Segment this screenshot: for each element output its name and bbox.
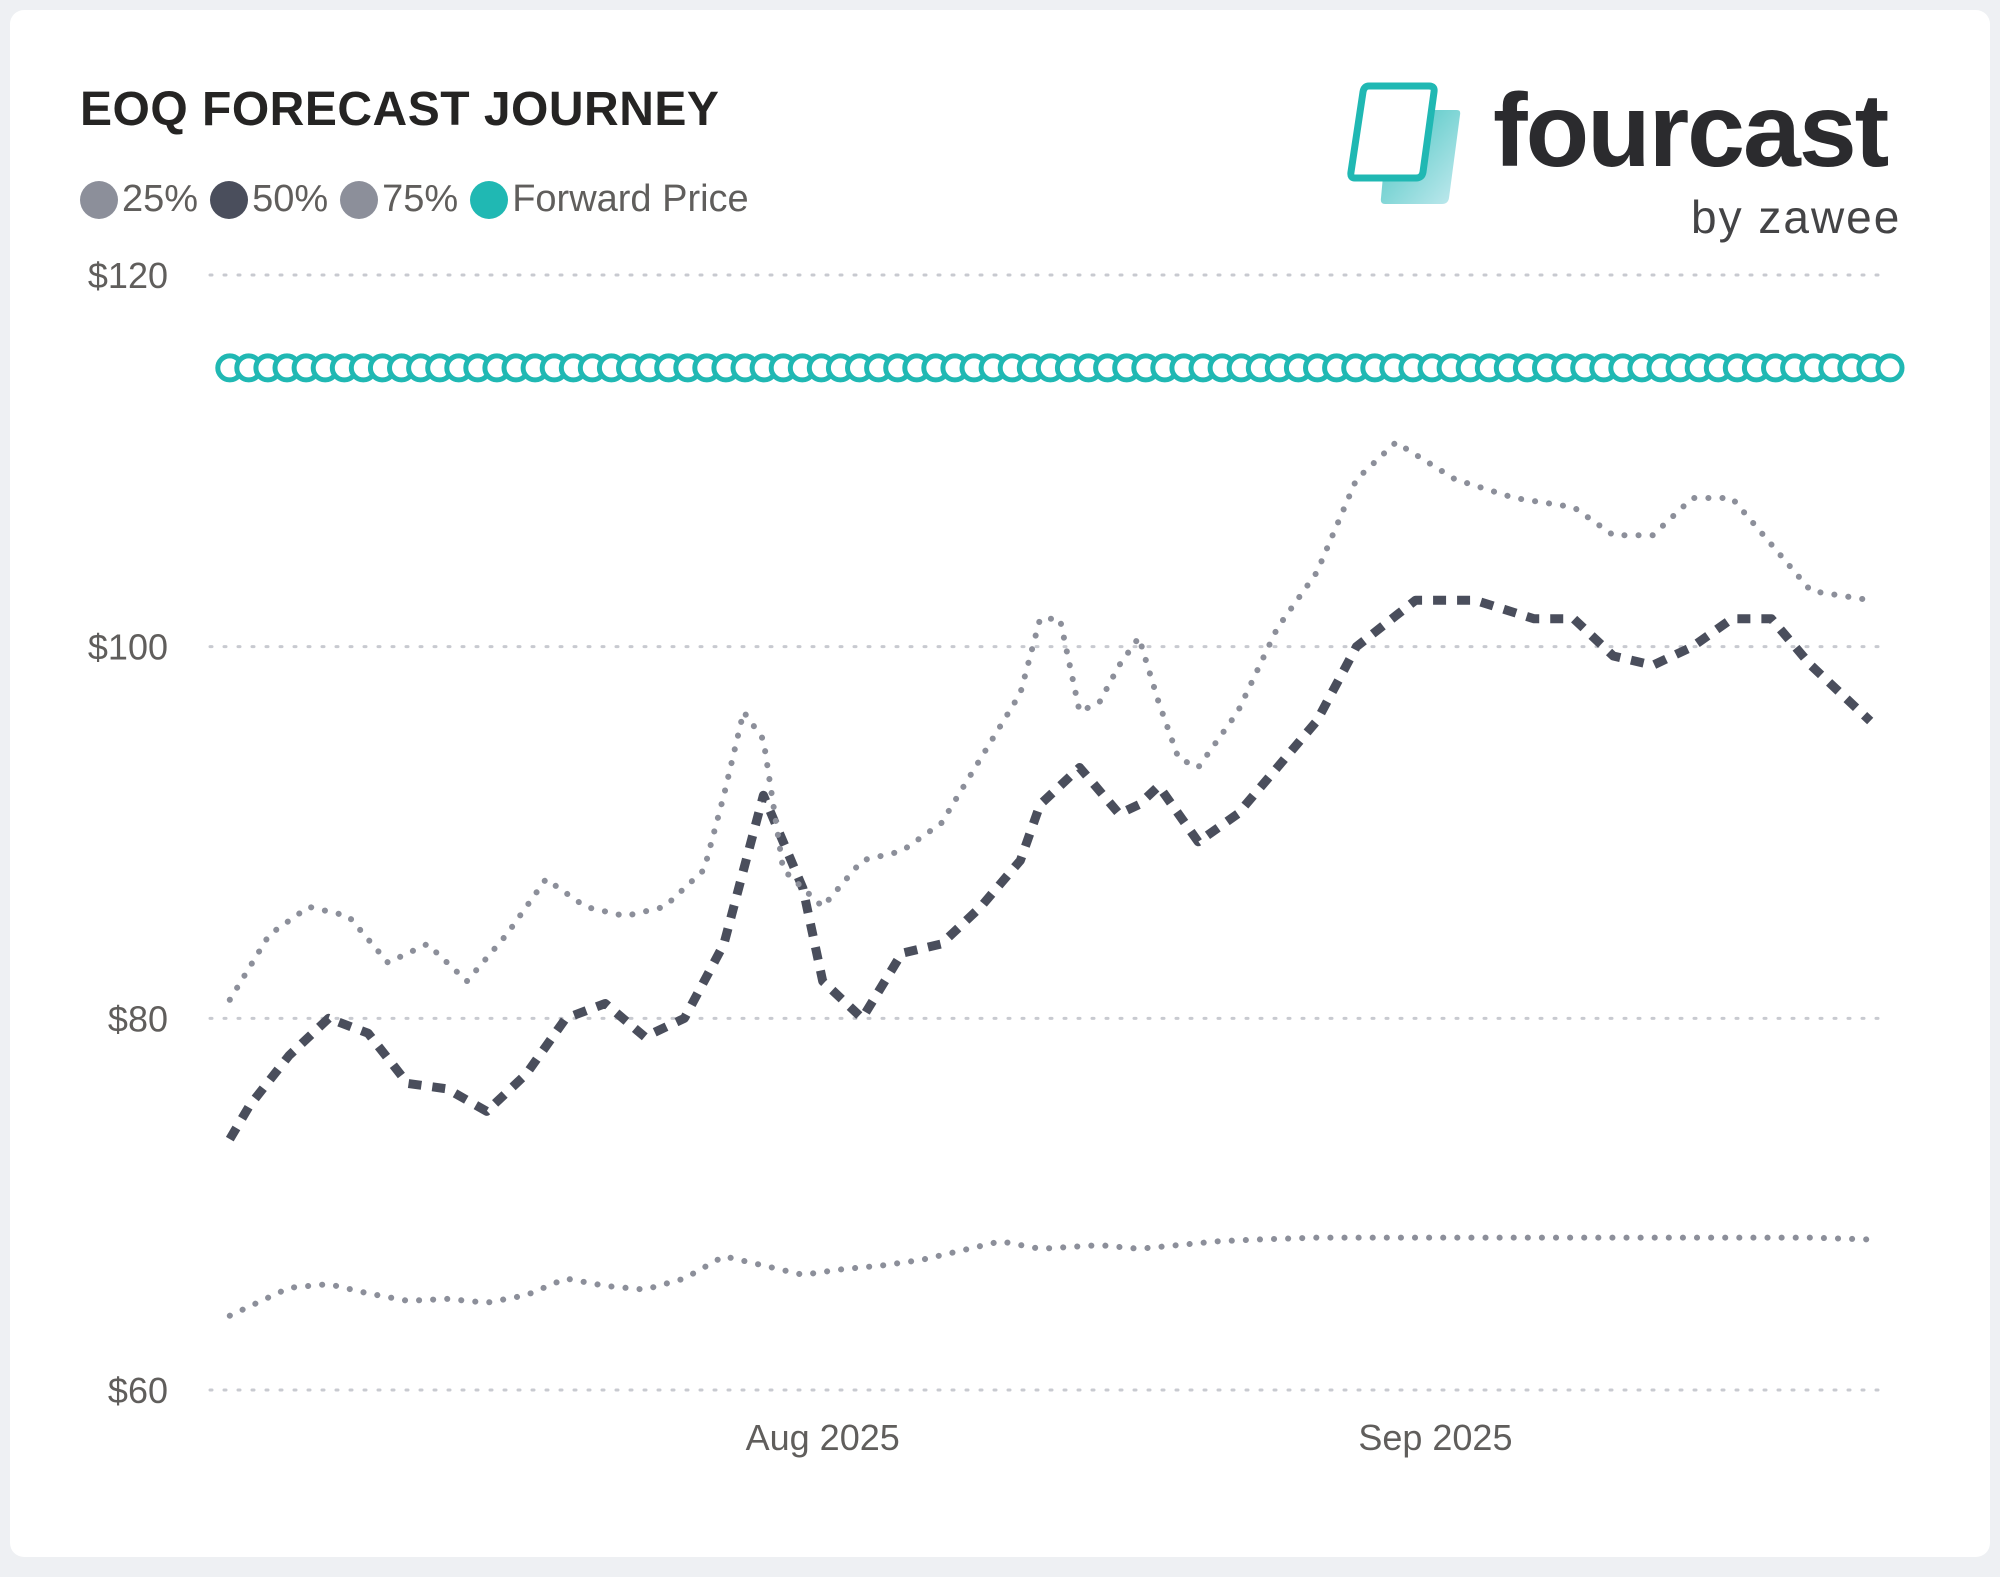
legend-item-50[interactable]: 50%: [210, 178, 328, 221]
card-stack-icon: [1347, 82, 1461, 204]
logo-wordmark: fourcast: [1493, 73, 1889, 189]
series-line-75pct[interactable]: [226, 439, 1874, 1003]
y-tick-label: $100: [88, 627, 168, 668]
chart-card: EOQ FORECAST JOURNEY 25% 50% 75% Forward…: [10, 10, 1990, 1557]
legend-label-25: 25%: [122, 178, 199, 220]
series-line-25pct[interactable]: [226, 1234, 1874, 1319]
legend-swatch-25: [80, 180, 118, 219]
legend: 25% 50% 75% Forward Price: [80, 178, 761, 221]
legend-label-75: 75%: [382, 178, 459, 220]
forward-price-point[interactable]: [1875, 353, 1905, 383]
legend-swatch-50: [210, 180, 249, 219]
legend-swatch-75: [340, 180, 379, 219]
series-line-50pct[interactable]: [225, 595, 1874, 1142]
series-layer: [215, 353, 1905, 1319]
series-forward-price: [215, 353, 1905, 383]
legend-swatch-forward-price: [470, 180, 509, 219]
legend-label-forward-price: Forward Price: [512, 178, 749, 220]
chart-title: EOQ FORECAST JOURNEY: [80, 83, 720, 136]
logo-tagline: by zawee: [1691, 191, 1902, 243]
axis-layer: $60 $80 $100 $120 Aug 2025 Sep 2025: [88, 255, 1513, 1458]
y-tick-label: $60: [108, 1370, 168, 1411]
grid-layer: [208, 273, 1892, 1392]
y-tick-label: $80: [108, 998, 168, 1039]
x-tick-label: Sep 2025: [1358, 1417, 1512, 1458]
y-tick-label: $120: [88, 255, 168, 296]
x-tick-label: Aug 2025: [746, 1417, 900, 1458]
legend-item-25[interactable]: 25%: [80, 178, 198, 221]
legend-item-75[interactable]: 75%: [340, 178, 458, 221]
legend-label-50: 50%: [252, 178, 329, 220]
fourcast-logo: fourcast by zawee: [1345, 73, 1925, 250]
legend-item-forward-price[interactable]: Forward Price: [470, 178, 749, 221]
